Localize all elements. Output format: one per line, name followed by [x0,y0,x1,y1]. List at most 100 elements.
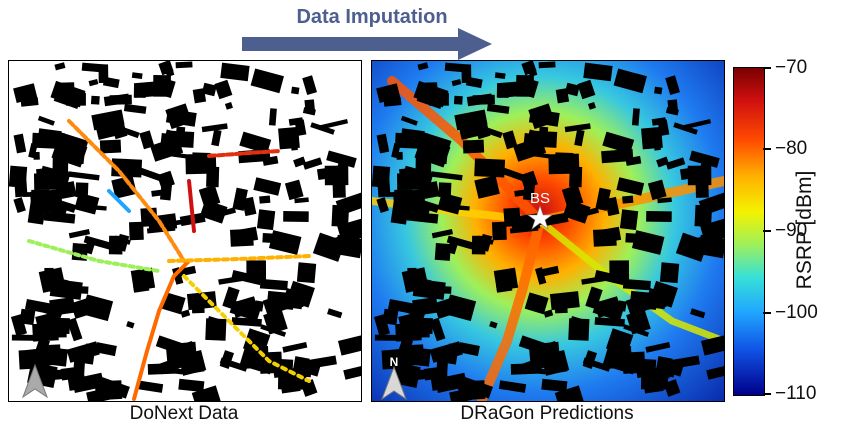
building-footprint [199,199,228,224]
building-footprint [514,189,530,197]
building-footprint [232,187,248,211]
building-footprint [133,85,146,98]
building-footprint [24,298,56,315]
building-footprint [256,209,276,231]
building-footprint [319,118,349,130]
building-footprint [75,182,89,198]
building-footprint [494,72,506,80]
building-footprint [651,117,667,126]
building-footprint [613,68,647,94]
building-footprint [86,387,113,401]
building-footprint [417,132,452,161]
building-footprint [254,300,264,312]
building-footprint [631,230,665,255]
building-footprint [13,175,28,198]
building-footprint [91,109,125,131]
building-footprint [561,184,584,208]
building-footprint [310,122,335,135]
building-footprint [35,337,50,353]
building-footprint [602,131,635,154]
building-footprint [245,345,269,369]
building-footprint [218,274,250,285]
building-footprint [253,177,282,196]
building-footprint [417,62,429,71]
building-footprint [673,122,698,135]
building-footprint [165,68,175,78]
building-footprint [429,341,463,363]
building-footprint [554,385,586,401]
building-footprint [706,366,724,380]
building-footprint [700,333,724,356]
building-footprint [66,341,100,363]
building-footprint [36,168,49,179]
building-footprint [302,107,316,116]
building-footprint [123,103,147,114]
building-footprint [583,62,613,82]
building-footprint [582,350,598,369]
building-footprint [109,94,132,105]
building-footprint [53,96,79,110]
building-footprint [698,191,724,216]
building-footprint [498,380,527,393]
building-footprint [115,233,130,252]
building-footprint [453,95,463,105]
building-footprint [135,380,164,393]
north-arrow-icon: N [380,355,408,401]
building-footprint [131,72,143,80]
building-footprint [641,126,663,150]
building-footprint [564,82,580,97]
building-footprint [191,385,223,401]
building-footprint [568,318,590,341]
building-footprint [595,187,611,211]
colorbar-tick [763,312,771,314]
building-footprint [438,182,452,198]
building-footprint [161,292,186,315]
right-arrow-icon [242,28,492,60]
building-footprint [300,379,318,397]
building-footprint [49,296,76,316]
building-footprint [412,278,446,300]
building-footprint [198,184,221,208]
building-footprint [631,108,640,126]
building-footprint [284,179,304,201]
building-footprint [303,360,313,378]
building-footprint [451,78,462,87]
colorbar-tick [763,230,771,232]
building-footprint [302,157,323,170]
building-footprint [180,309,191,318]
building-footprint [394,189,413,200]
building-footprint [431,229,453,239]
building-footprint [246,260,267,281]
building-footprint [260,324,287,337]
building-footprint [68,229,90,239]
data-imputation-label: Data Imputation [296,6,448,28]
building-footprint [11,334,42,341]
building-footprint [220,62,250,82]
building-footprint [185,153,217,175]
building-footprint [609,260,630,281]
building-footprint [654,145,661,151]
building-footprint [387,298,419,315]
building-footprint [391,143,401,159]
building-footprint [689,150,720,168]
building-footprint [654,86,663,95]
building-footprint [154,76,176,98]
building-footprint [332,182,346,198]
building-footprint [619,209,639,231]
building-footprint [133,283,150,293]
building-footprint [666,360,676,378]
building-footprint [334,234,361,259]
donext-data-caption: DoNext Data [129,403,239,424]
building-footprint [517,76,539,98]
building-footprint [155,335,189,356]
building-footprint [587,102,596,110]
building-footprint [412,317,433,334]
building-footprint [205,318,227,341]
building-footprint [617,300,627,312]
building-footprint [382,308,399,326]
building-footprint [472,94,495,105]
building-footprint [95,342,117,357]
building-footprint [604,196,620,217]
building-footprint [548,153,580,175]
building-footprint [294,197,309,204]
